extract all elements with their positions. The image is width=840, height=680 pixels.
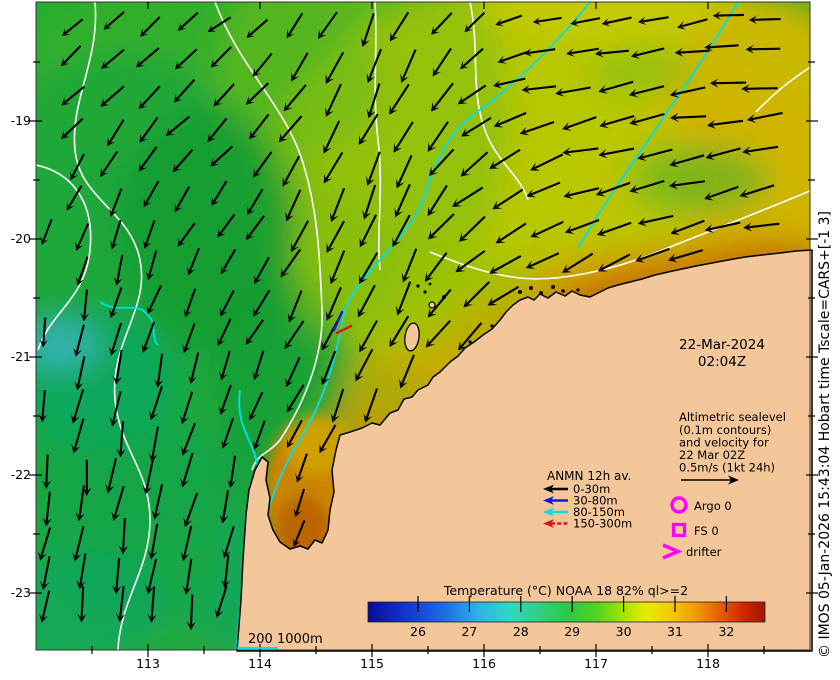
platform-legend: Argo 0 FS 0 drifter: [662, 496, 732, 560]
anmn-row: 80-150m: [543, 505, 625, 519]
cbar-tick: 27: [461, 624, 477, 639]
anmn-arrowhead: [543, 496, 554, 505]
time-text: 02:04Z: [698, 354, 746, 370]
mooring-vectors: [332, 310, 353, 335]
anmn-label: 150-300m: [573, 517, 632, 531]
isobath-key: 200 1000m: [237, 632, 323, 649]
cbar-tick: 32: [718, 624, 734, 639]
isobath-key-label: 200 1000m: [248, 632, 323, 647]
anmn-row: 0-30m: [543, 482, 610, 496]
argo-float-icon: [670, 496, 688, 514]
altimetric-note: Altimetric sealevel (0.1m contours) and …: [679, 410, 786, 485]
drifter-label: drifter: [686, 545, 722, 559]
drifter-icon: [662, 543, 683, 560]
credit-text: © IMOS 05-Jan-2026 15:43:04 Hobart time …: [817, 211, 833, 658]
x-tick-label: 115: [360, 656, 384, 671]
note-line: and velocity for: [679, 436, 769, 450]
cbar-tick: 28: [513, 624, 529, 639]
x-tick-label: 113: [136, 656, 160, 671]
anmn-title: ANMN 12h av.: [547, 469, 631, 483]
anmn-label: 0-30m: [573, 482, 610, 496]
anmn-row: 150-300m: [543, 517, 632, 531]
temperature-colorbar: Temperature (°C) NOAA 18 82% ql>=2 26 27…: [367, 583, 766, 639]
date-annotation: 22-Mar-2024 02:04Z: [679, 337, 765, 370]
anmn-row: 30-80m: [543, 494, 618, 508]
y-tick-label: -22: [11, 467, 31, 482]
anmn-legend: ANMN 12h av. 0-30m 30-80m 80-150m 150-30…: [543, 469, 632, 531]
note-line: 0.5m/s (1kt 24h): [679, 461, 775, 475]
x-tick-label: 116: [472, 656, 496, 671]
anmn-label: 80-150m: [573, 505, 625, 519]
y-tick-label: -19: [11, 113, 31, 128]
map-frame: [35, 1, 811, 651]
anmn-arrowhead: [543, 519, 554, 528]
note-line: 22 Mar 02Z: [679, 448, 745, 462]
date-text: 22-Mar-2024: [679, 337, 765, 353]
land-australia: [236, 249, 813, 652]
x-tick-label: 118: [696, 656, 720, 671]
colorbar-title: Temperature (°C) NOAA 18 82% ql>=2: [443, 583, 688, 598]
sealevel-contours: [36, 2, 810, 650]
axis-ticks: [29, 2, 818, 657]
x-tick-label: 117: [584, 656, 608, 671]
y-tick-label: -20: [11, 231, 31, 246]
colorbar-tick-marks: [417, 596, 728, 612]
anmn-arrowhead: [543, 507, 554, 517]
anmn-label: 30-80m: [573, 494, 618, 508]
anmn-arrowhead: [543, 484, 554, 494]
cbar-tick: 29: [564, 624, 580, 639]
x-tick-label: 114: [248, 656, 272, 671]
fs-station-icon: [671, 522, 687, 538]
note-line: (0.1m contours): [679, 423, 771, 437]
y-tick-label: -21: [11, 349, 31, 364]
current-vectors: [38, 11, 783, 631]
colorbar-gradient: [367, 601, 766, 623]
reference-velocity-arrow: [681, 475, 739, 485]
argo-label: Argo 0: [694, 499, 732, 513]
fs-label: FS 0: [694, 524, 719, 538]
y-axis-labels: -19 -20 -21 -22 -23: [11, 113, 31, 600]
y-tick-label: -23: [11, 585, 31, 600]
x-axis-labels: 113 114 115 116 117 118: [136, 656, 720, 671]
cbar-tick: 31: [667, 624, 683, 639]
note-line: Altimetric sealevel: [679, 410, 786, 424]
cbar-tick: 26: [410, 624, 426, 639]
cbar-tick: 30: [616, 624, 632, 639]
colorbar-tick-labels: 26 27 28 29 30 31 32: [410, 624, 734, 639]
